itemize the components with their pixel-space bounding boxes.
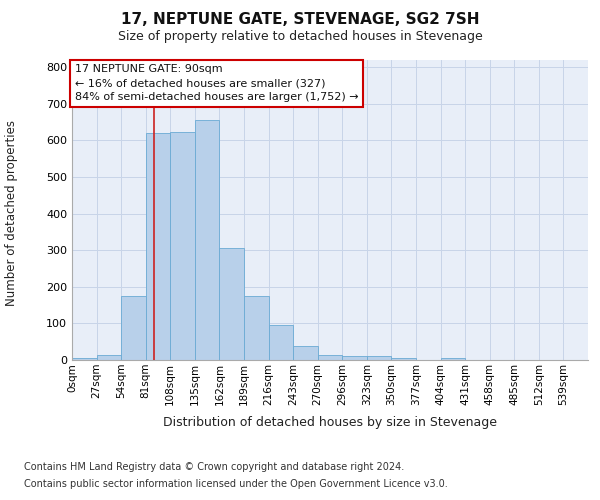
Bar bbox=[269, 324, 293, 360]
Bar bbox=[97, 355, 121, 360]
Bar bbox=[244, 296, 269, 360]
Text: Number of detached properties: Number of detached properties bbox=[5, 120, 19, 306]
Text: 17 NEPTUNE GATE: 90sqm
← 16% of detached houses are smaller (327)
84% of semi-de: 17 NEPTUNE GATE: 90sqm ← 16% of detached… bbox=[75, 64, 358, 102]
Text: Distribution of detached houses by size in Stevenage: Distribution of detached houses by size … bbox=[163, 416, 497, 429]
Bar bbox=[440, 358, 465, 360]
Bar bbox=[195, 120, 220, 360]
Bar bbox=[72, 358, 97, 360]
Bar bbox=[220, 248, 244, 360]
Bar bbox=[367, 356, 391, 360]
Text: Contains HM Land Registry data © Crown copyright and database right 2024.: Contains HM Land Registry data © Crown c… bbox=[24, 462, 404, 472]
Bar bbox=[170, 132, 195, 360]
Text: Contains public sector information licensed under the Open Government Licence v3: Contains public sector information licen… bbox=[24, 479, 448, 489]
Text: Size of property relative to detached houses in Stevenage: Size of property relative to detached ho… bbox=[118, 30, 482, 43]
Bar bbox=[121, 296, 146, 360]
Bar bbox=[318, 355, 342, 360]
Bar bbox=[391, 358, 416, 360]
Bar bbox=[342, 356, 367, 360]
Bar bbox=[293, 346, 318, 360]
Bar bbox=[146, 133, 170, 360]
Text: 17, NEPTUNE GATE, STEVENAGE, SG2 7SH: 17, NEPTUNE GATE, STEVENAGE, SG2 7SH bbox=[121, 12, 479, 28]
